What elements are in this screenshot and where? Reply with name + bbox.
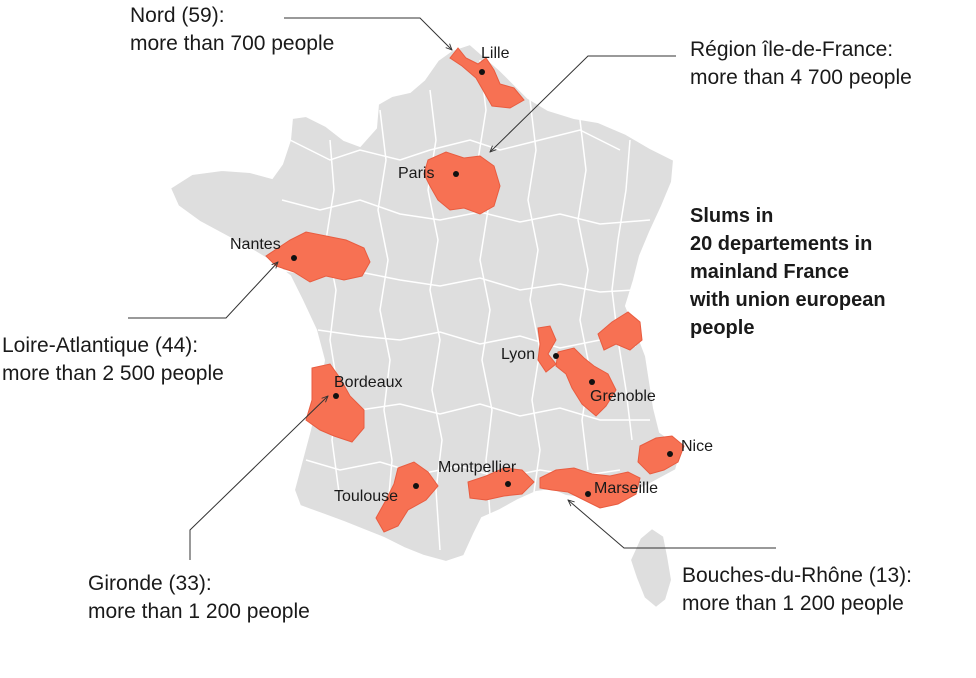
city-label-montpellier: Montpellier (438, 459, 517, 476)
title-line: with union european (690, 289, 886, 311)
highlighted-departements (265, 47, 685, 533)
title-line: people (690, 317, 755, 339)
callout-name: Gironde (33): (88, 572, 212, 595)
leader-line-idf (490, 55, 676, 152)
title-line: mainland France (690, 261, 849, 283)
departement-nord (449, 47, 525, 109)
callout-detail: more than 700 people (130, 32, 335, 55)
departement-haute-garonne (375, 461, 439, 533)
leader-lines (128, 17, 776, 560)
title-line: 20 departements in (690, 233, 873, 255)
city-dot-nantes (291, 255, 297, 261)
city-label-nantes: Nantes (230, 236, 281, 253)
city-label-grenoble: Grenoble (590, 388, 656, 405)
callout-gironde: Gironde (33): more than 1 200 people (88, 570, 310, 626)
city-label-nice: Nice (681, 438, 714, 455)
city-dot-lyon (553, 353, 559, 359)
mainland-france (168, 42, 684, 564)
city-label-marseille: Marseille (594, 480, 659, 497)
city-label-bordeaux: Bordeaux (334, 374, 403, 391)
city-dot-toulouse (413, 483, 419, 489)
callout-name: Bouches-du-Rhône (13): (682, 564, 912, 587)
callout-idf: Région île-de-France: more than 4 700 pe… (690, 36, 912, 92)
callout-nord: Nord (59): more than 700 people (130, 2, 334, 58)
city-dot-nice (667, 451, 673, 457)
corsica (628, 526, 674, 610)
city-dot-marseille (585, 491, 591, 497)
map-title: Slums in 20 departements in mainland Fra… (690, 202, 886, 342)
leader-line-nord (284, 17, 452, 50)
city-label-toulouse: Toulouse (334, 488, 399, 505)
departement-borders (279, 59, 651, 551)
callout-name: Région île-de-France: (690, 38, 894, 61)
leader-line-bdr (568, 500, 776, 549)
departement-alpes-maritimes (637, 435, 685, 475)
city-dots (291, 69, 673, 497)
city-label-paris: Paris (398, 165, 435, 182)
callout-name: Nord (59): (130, 4, 225, 27)
callout-detail: more than 2 500 people (2, 362, 224, 385)
city-label-lille: Lille (481, 45, 510, 62)
city-dot-lille (479, 69, 485, 75)
callout-bouches-du-rhone: Bouches-du-Rhône (13): more than 1 200 p… (682, 562, 912, 618)
title-line: Slums in (690, 205, 774, 227)
departement-paris-region (423, 151, 501, 215)
callout-loire-atlantique: Loire-Atlantique (44): more than 2 500 p… (2, 332, 224, 388)
callout-detail: more than 1 200 people (682, 592, 904, 615)
callout-detail: more than 4 700 people (690, 66, 912, 89)
city-dot-montpellier (505, 481, 511, 487)
departement-isere (555, 347, 617, 417)
departement-loire-atlantique (265, 231, 371, 283)
city-dot-bordeaux (333, 393, 339, 399)
callout-name: Loire-Atlantique (44): (2, 334, 199, 357)
city-label-lyon: Lyon (501, 346, 536, 363)
city-dot-grenoble (589, 379, 595, 385)
city-dot-paris (453, 171, 459, 177)
callout-detail: more than 1 200 people (88, 600, 310, 623)
leader-line-loire (128, 262, 278, 319)
departement-bouches-du-rhone (539, 467, 641, 509)
departement-herault (467, 467, 535, 501)
departement-savoie (597, 311, 643, 351)
leader-line-gironde (189, 396, 328, 560)
